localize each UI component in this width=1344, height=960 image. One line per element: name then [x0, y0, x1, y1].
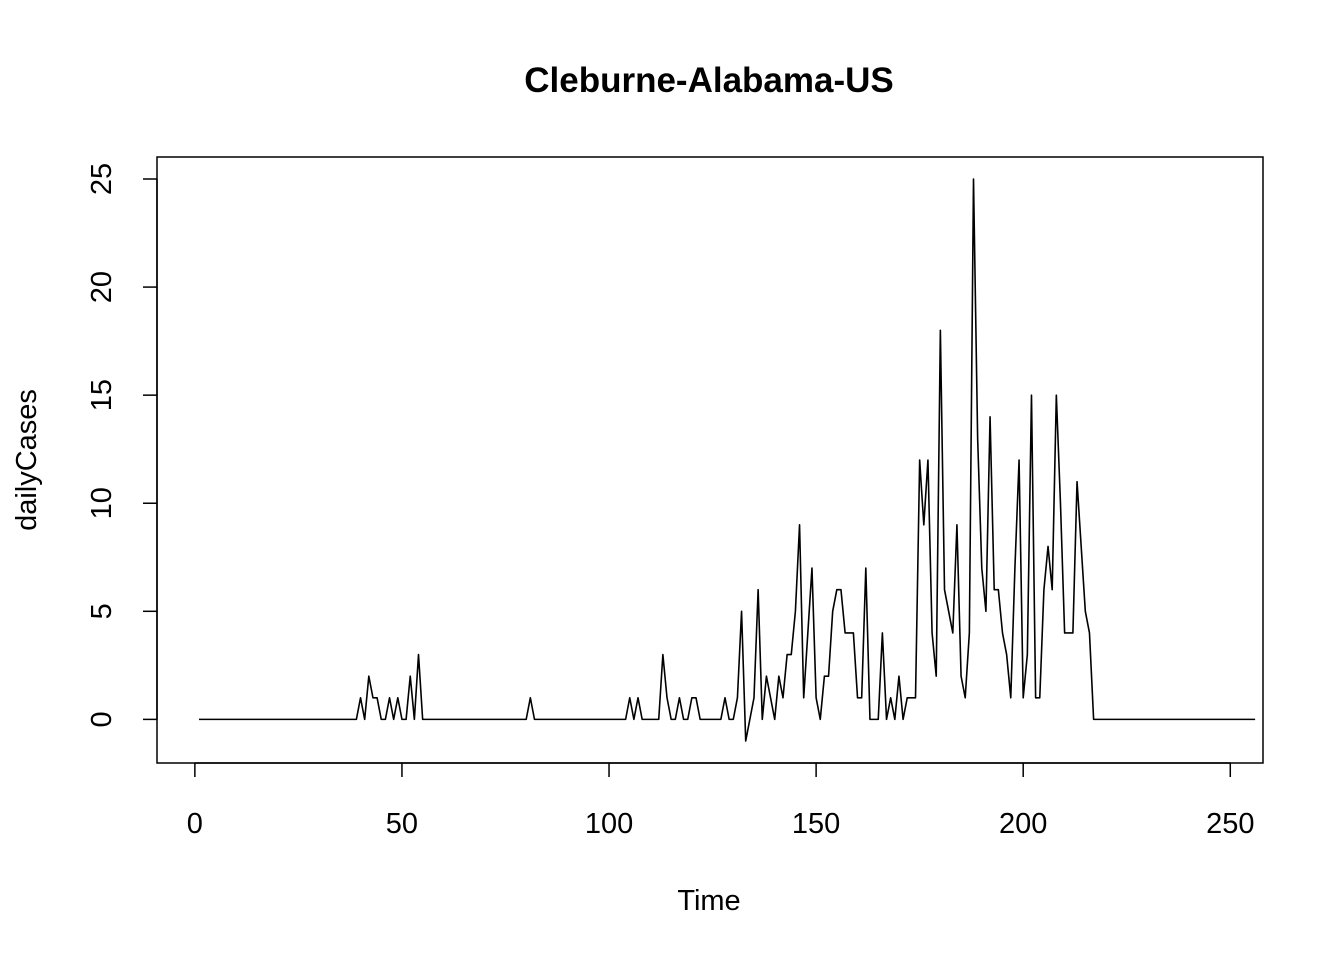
x-tick-label-4: 200	[999, 808, 1047, 840]
y-axis-label: dailyCases	[11, 389, 43, 531]
x-axis: 0 50 100 150 200 250	[187, 762, 1254, 840]
y-tick-label-3: 15	[86, 379, 118, 411]
x-tick-label-3: 150	[792, 808, 840, 840]
chart-title: Cleburne-Alabama-US	[524, 61, 894, 100]
y-axis: 0 5 10 15 20 25	[86, 163, 158, 727]
series-line-0	[199, 178, 1256, 742]
y-tick-label-5: 25	[86, 163, 118, 195]
plot-frame	[156, 156, 1264, 764]
x-tick-label-1: 50	[386, 808, 418, 840]
x-tick-label-2: 100	[585, 808, 633, 840]
y-tick-label-0: 0	[86, 711, 118, 727]
y-tick-label-2: 10	[86, 487, 118, 519]
x-tick-label-0: 0	[187, 808, 203, 840]
x-axis-label: Time	[677, 885, 740, 917]
y-tick-label-1: 5	[86, 603, 118, 619]
x-tick-label-5: 250	[1206, 808, 1254, 840]
series-layer	[199, 178, 1256, 742]
y-tick-label-4: 20	[86, 271, 118, 303]
